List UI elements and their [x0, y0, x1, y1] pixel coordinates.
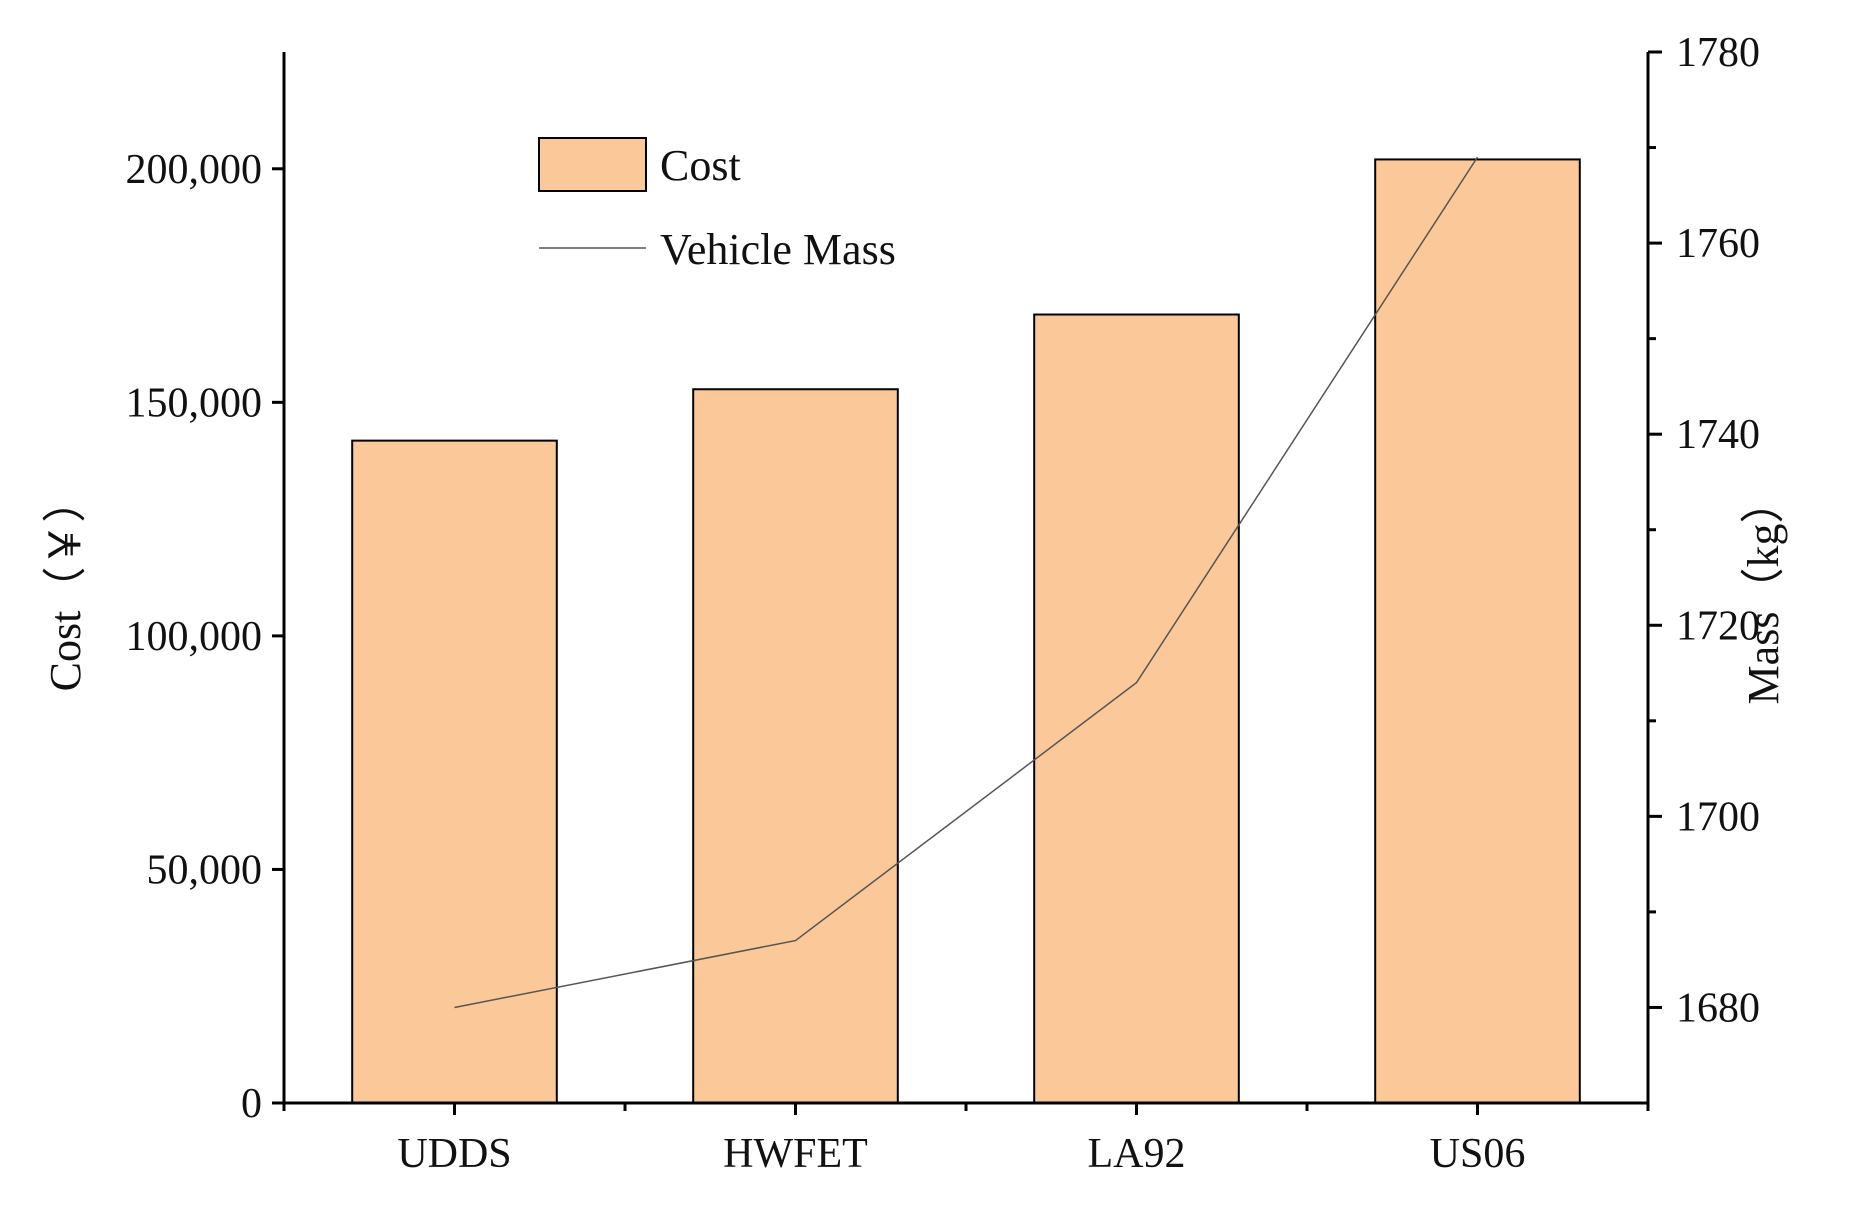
- right-tick-label: 1760: [1676, 221, 1760, 267]
- left-tick-label: 0: [241, 1081, 262, 1127]
- x-tick-label: HWFET: [723, 1131, 868, 1177]
- left-ticks: 0 50,000 100,000 150,000 200,000: [126, 147, 284, 1127]
- right-tick-label: 1680: [1676, 985, 1760, 1031]
- right-axis-title: Mass（kg）: [1739, 480, 1788, 705]
- left-tick-label: 200,000: [126, 147, 263, 193]
- legend: Cost Vehicle Mass: [538, 137, 896, 274]
- legend-label-vehicle-mass: Vehicle Mass: [660, 225, 896, 274]
- x-tick-label: LA92: [1088, 1131, 1186, 1177]
- right-tick-label: 1780: [1676, 30, 1760, 76]
- legend-label-cost: Cost: [660, 141, 741, 190]
- x-ticks: UDDS HWFET LA92 US06: [282, 1103, 1650, 1177]
- bar-udds: [351, 439, 558, 1104]
- right-ticks: 1680 1700 1720 1740 1760 1780: [1648, 30, 1760, 1031]
- bar-la92: [1033, 313, 1240, 1105]
- legend-swatch-cost: [538, 137, 647, 192]
- left-tick-label: 50,000: [147, 847, 263, 893]
- bar-us06: [1374, 158, 1581, 1105]
- bars-layer: [351, 158, 1581, 1105]
- left-tick-label: 100,000: [126, 614, 263, 660]
- right-tick-label: 1700: [1676, 794, 1760, 840]
- right-tick-label: 1720: [1676, 603, 1760, 649]
- bar-hwfet: [692, 388, 899, 1104]
- x-tick-label: UDDS: [397, 1131, 511, 1177]
- left-tick-label: 150,000: [126, 380, 263, 426]
- right-tick-label: 1740: [1676, 412, 1760, 458]
- left-axis-title: Cost（￥）: [41, 479, 90, 692]
- x-tick-label: US06: [1430, 1131, 1526, 1177]
- vehicle-mass-line: [454, 156, 1479, 1009]
- line-layer: [454, 156, 1479, 1009]
